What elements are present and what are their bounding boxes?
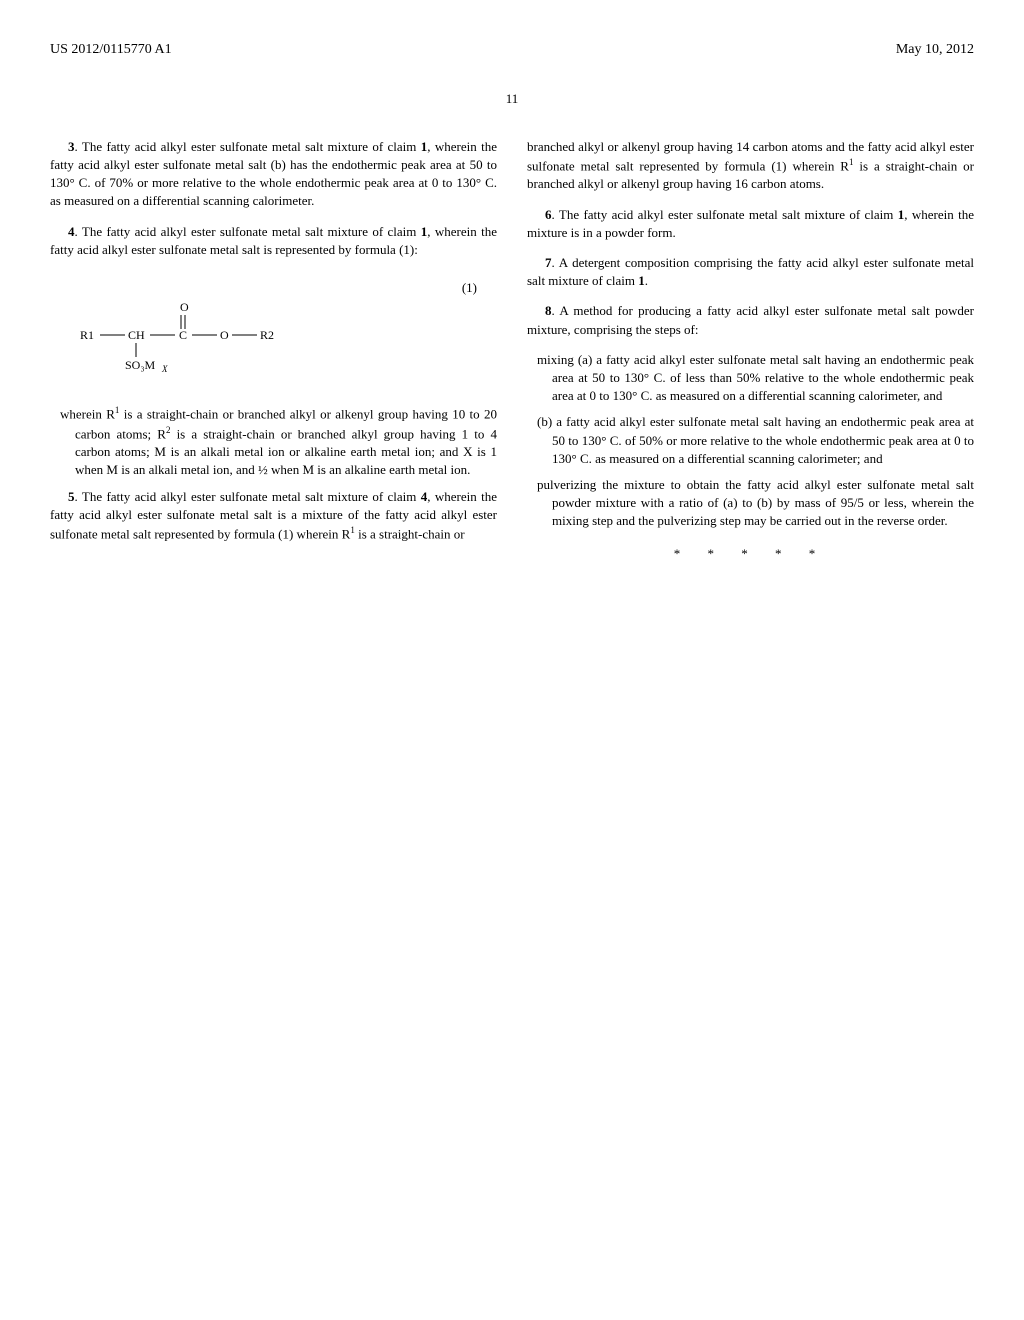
claim-5-continuation: branched alkyl or alkenyl group having 1… (527, 138, 974, 194)
claim-3: 3. The fatty acid alkyl ester sulfonate … (50, 138, 497, 211)
claim-8: 8. A method for producing a fatty acid a… (527, 302, 974, 338)
page-header: US 2012/0115770 A1 May 10, 2012 (50, 40, 974, 60)
formula-o: O (220, 328, 229, 342)
end-marker: * * * * * (527, 545, 974, 563)
right-column: branched alkyl or alkenyl group having 1… (527, 138, 974, 564)
formula-ch: CH (128, 328, 145, 342)
formula-c: C (179, 328, 187, 342)
publication-number: US 2012/0115770 A1 (50, 40, 172, 60)
claim-5: 5. The fatty acid alkyl ester sulfonate … (50, 488, 497, 544)
formula-o-top: O (180, 300, 189, 314)
formula-r2: R2 (260, 328, 274, 342)
left-column: 3. The fatty acid alkyl ester sulfonate … (50, 138, 497, 564)
claim-8-sub-a: mixing (a) a fatty acid alkyl ester sulf… (552, 351, 974, 406)
formula-label: (1) (462, 279, 477, 297)
publication-date: May 10, 2012 (896, 40, 974, 60)
page-number: 11 (50, 90, 974, 108)
claim-4: 4. The fatty acid alkyl ester sulfonate … (50, 223, 497, 259)
claim-6: 6. The fatty acid alkyl ester sulfonate … (527, 206, 974, 242)
formula-svg: R1 CH O C O R2 SO₃M X (80, 289, 320, 379)
claim-7: 7. A detergent composition comprising th… (527, 254, 974, 290)
formula-x-sub: X (161, 364, 168, 374)
formula-so3m: SO₃M (125, 358, 156, 372)
formula-r1: R1 (80, 328, 94, 342)
wherein-clause: wherein R1 is a straight-chain or branch… (75, 404, 497, 479)
chemical-formula: (1) R1 CH O C O R2 SO₃M X (80, 279, 497, 384)
claim-8-sub-b: (b) a fatty acid alkyl ester sulfonate m… (552, 413, 974, 468)
content-columns: 3. The fatty acid alkyl ester sulfonate … (50, 138, 974, 564)
claim-8-sub-c: pulverizing the mixture to obtain the fa… (552, 476, 974, 531)
